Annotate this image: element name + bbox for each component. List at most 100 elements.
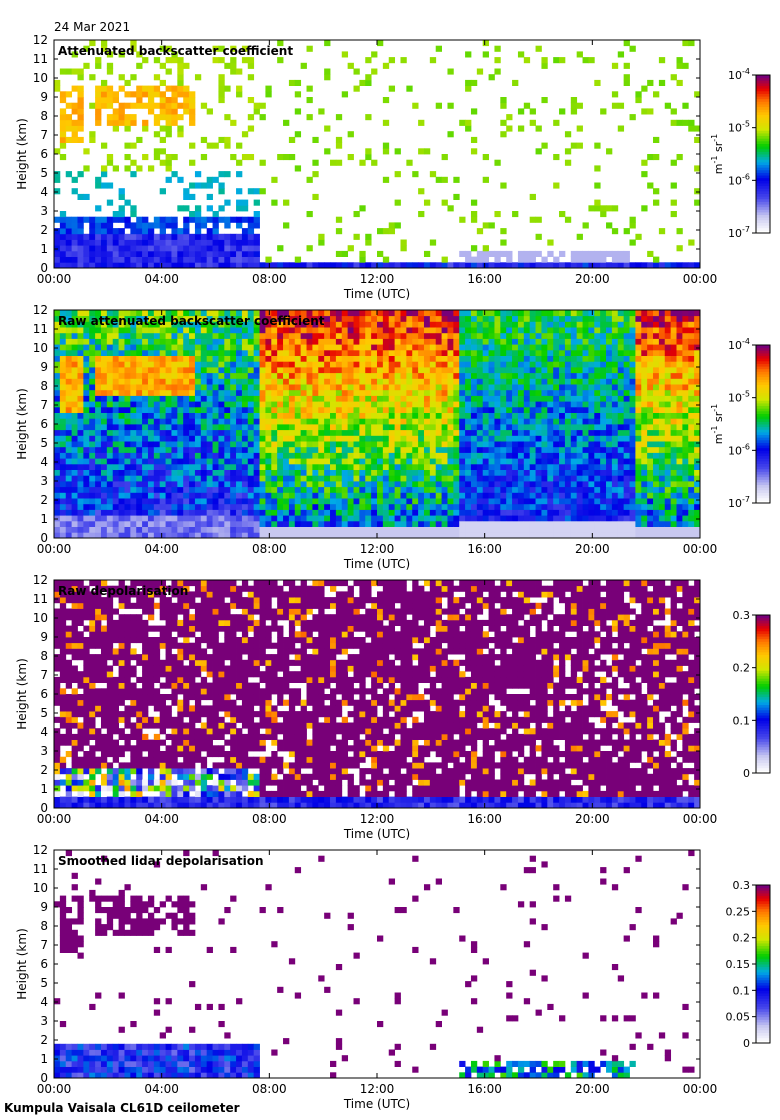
heatmap-cell <box>500 441 507 448</box>
heatmap-cell <box>429 418 437 425</box>
heatmap-cell <box>406 515 413 522</box>
heatmap-cell <box>288 349 296 356</box>
heatmap-cell <box>382 332 390 339</box>
heatmap-cell <box>177 239 184 246</box>
heatmap-cell <box>165 475 172 482</box>
heatmap-cell <box>347 469 354 476</box>
heatmap-cell <box>230 481 237 488</box>
heatmap-cell <box>429 171 437 178</box>
heatmap-cell <box>277 344 284 351</box>
heatmap-cell <box>400 321 407 328</box>
heatmap-cell <box>423 148 431 155</box>
heatmap-cell <box>241 418 249 425</box>
heatmap-cell <box>77 332 84 339</box>
heatmap-cell <box>406 458 413 465</box>
heatmap-cell <box>283 389 290 396</box>
heatmap-cell <box>412 262 419 269</box>
heatmap-cell <box>194 526 202 533</box>
heatmap-cell <box>65 389 73 396</box>
heatmap-cell <box>236 256 243 263</box>
heatmap-cell <box>247 418 255 425</box>
heatmap-cell <box>200 315 208 322</box>
heatmap-cell <box>159 389 166 396</box>
heatmap-cell <box>312 349 319 356</box>
heatmap-cell <box>529 429 536 436</box>
heatmap-cell <box>165 458 172 465</box>
heatmap-cell <box>470 446 478 453</box>
heatmap-cell <box>241 45 249 52</box>
heatmap-cell <box>118 205 125 212</box>
heatmap-cell <box>512 361 519 368</box>
heatmap-cell <box>136 332 143 339</box>
heatmap-cell <box>465 79 472 86</box>
heatmap-cell <box>236 171 243 178</box>
heatmap-cell <box>153 418 161 425</box>
heatmap-cell <box>59 142 67 149</box>
heatmap-cell <box>611 520 619 527</box>
heatmap-cell <box>600 486 607 493</box>
heatmap-cell <box>224 315 231 322</box>
heatmap-cell <box>71 463 78 470</box>
heatmap-cell <box>59 481 67 488</box>
heatmap-cell <box>112 503 119 510</box>
heatmap-cell <box>183 492 190 499</box>
heatmap-cell <box>388 412 396 419</box>
heatmap-cell <box>265 441 272 448</box>
heatmap-cell <box>559 315 566 322</box>
heatmap-cell <box>517 327 525 334</box>
heatmap-cell <box>512 509 519 516</box>
heatmap-cell <box>59 228 67 235</box>
heatmap-cell <box>159 222 166 229</box>
heatmap-cell <box>529 310 536 317</box>
heatmap-cell <box>382 148 390 155</box>
heatmap-cell <box>100 250 108 257</box>
heatmap-cell <box>100 256 108 263</box>
heatmap-cell <box>153 429 161 436</box>
heatmap-cell <box>606 486 613 493</box>
heatmap-cell <box>136 102 143 109</box>
heatmap-cell <box>429 384 437 391</box>
heatmap-cell <box>54 250 61 257</box>
heatmap-cell <box>441 498 448 505</box>
heatmap-cell <box>65 412 73 419</box>
heatmap-cell <box>306 367 313 374</box>
heatmap-cell <box>77 250 84 257</box>
heatmap-cell <box>470 492 478 499</box>
heatmap-cell <box>118 321 125 328</box>
heatmap-cell <box>159 481 166 488</box>
heatmap-cell <box>600 332 607 339</box>
heatmap-cell <box>441 515 448 522</box>
heatmap-cell <box>382 119 390 126</box>
heatmap-cell <box>65 452 73 459</box>
heatmap-cell <box>611 361 619 368</box>
heatmap-cell <box>547 378 554 385</box>
heatmap-cell <box>259 435 266 442</box>
heatmap-cell <box>147 321 155 328</box>
heatmap-cell <box>394 327 401 334</box>
heatmap-cell <box>506 332 513 339</box>
heatmap-cell <box>212 332 219 339</box>
heatmap-cell <box>435 378 442 385</box>
heatmap-cell <box>470 520 478 527</box>
heatmap-cell <box>412 378 419 385</box>
heatmap-cell <box>236 85 243 92</box>
heatmap-cell <box>206 486 213 493</box>
heatmap-cell <box>283 344 290 351</box>
heatmap-cell <box>300 441 307 448</box>
heatmap-cell <box>400 239 407 246</box>
heatmap-cell <box>377 406 384 413</box>
heatmap-cell <box>230 119 237 126</box>
heatmap-cell <box>206 475 213 482</box>
heatmap-cell <box>218 520 225 527</box>
heatmap-cell <box>335 532 343 539</box>
heatmap-cell <box>124 327 131 334</box>
heatmap-cell <box>106 378 114 385</box>
heatmap-cell <box>512 412 519 419</box>
heatmap-cell <box>112 486 119 493</box>
heatmap-cell <box>65 250 73 257</box>
heatmap-cell <box>183 250 190 257</box>
heatmap-cell <box>341 446 349 453</box>
heatmap-cell <box>95 321 102 328</box>
heatmap-cell <box>318 338 325 345</box>
heatmap-cell <box>59 441 67 448</box>
